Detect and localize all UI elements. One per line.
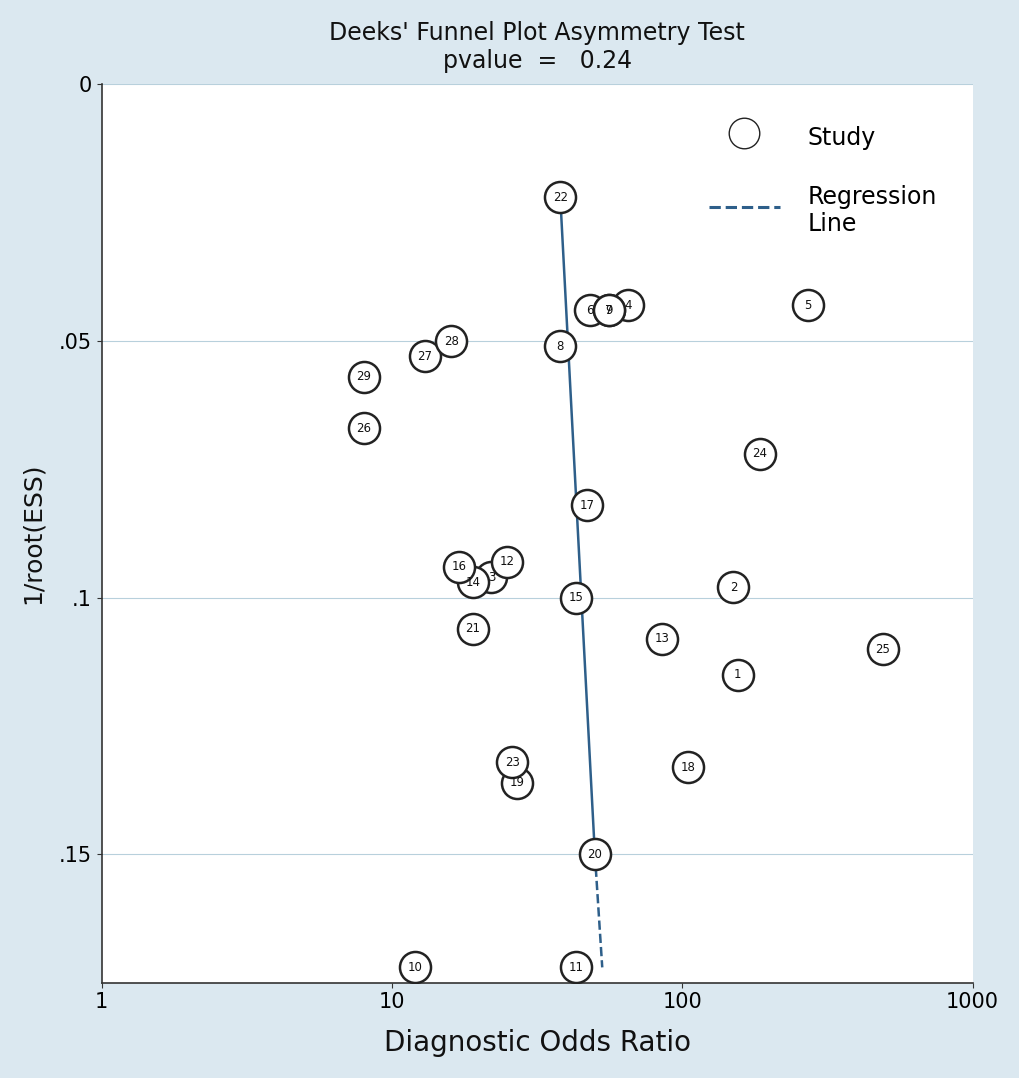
Point [407, 958, 423, 976]
Text: 20: 20 [587, 848, 602, 861]
Point [600, 302, 616, 319]
X-axis label: Diagnostic Odds Ratio: Diagnostic Odds Ratio [383, 1029, 690, 1058]
Text: 18: 18 [681, 761, 695, 774]
Point [551, 337, 568, 355]
Point [356, 419, 372, 437]
Point [579, 497, 595, 514]
Point [581, 302, 597, 319]
Point [551, 189, 568, 206]
Text: 26: 26 [356, 421, 371, 434]
Text: 29: 29 [356, 371, 371, 384]
Point [417, 348, 433, 365]
Text: 5: 5 [803, 299, 810, 312]
Text: 14: 14 [465, 576, 480, 589]
Point [568, 958, 584, 976]
Point [586, 846, 602, 863]
Point [503, 754, 520, 771]
Text: 23: 23 [504, 756, 520, 769]
Point [499, 553, 516, 570]
Text: 3: 3 [487, 570, 494, 583]
Legend: Study, Regression
Line: Study, Regression Line [685, 96, 960, 260]
Text: 16: 16 [450, 561, 466, 573]
Text: 11: 11 [568, 960, 583, 973]
Title: Deeks' Funnel Plot Asymmetry Test
pvalue  =   0.24: Deeks' Funnel Plot Asymmetry Test pvalue… [329, 20, 744, 72]
Point [442, 332, 459, 349]
Point [751, 445, 767, 462]
Point [620, 296, 636, 314]
Text: 21: 21 [465, 622, 480, 635]
Text: 7: 7 [605, 304, 612, 317]
Point [450, 558, 467, 576]
Text: 12: 12 [499, 555, 515, 568]
Point [465, 620, 481, 637]
Text: 28: 28 [443, 334, 459, 347]
Text: 10: 10 [407, 960, 422, 973]
Point [653, 631, 669, 648]
Text: 9: 9 [605, 304, 612, 317]
Text: 2: 2 [729, 581, 737, 594]
Point [483, 568, 499, 585]
Text: 15: 15 [568, 591, 583, 604]
Text: 8: 8 [556, 340, 564, 353]
Text: 6: 6 [586, 304, 593, 317]
Text: 24: 24 [752, 447, 766, 460]
Point [356, 369, 372, 386]
Point [465, 573, 481, 591]
Point [508, 774, 525, 791]
Y-axis label: 1/root(ESS): 1/root(ESS) [20, 462, 45, 605]
Point [680, 759, 696, 776]
Text: 13: 13 [654, 633, 668, 646]
Text: 22: 22 [552, 191, 568, 204]
Point [729, 666, 745, 683]
Text: 4: 4 [624, 299, 631, 312]
Text: 19: 19 [510, 776, 524, 789]
Point [600, 302, 616, 319]
Point [568, 589, 584, 606]
Point [873, 640, 890, 658]
Point [799, 296, 815, 314]
Text: 27: 27 [417, 350, 432, 363]
Text: 17: 17 [579, 499, 594, 512]
Point [725, 579, 741, 596]
Text: 1: 1 [733, 668, 741, 681]
Text: 25: 25 [874, 642, 890, 655]
